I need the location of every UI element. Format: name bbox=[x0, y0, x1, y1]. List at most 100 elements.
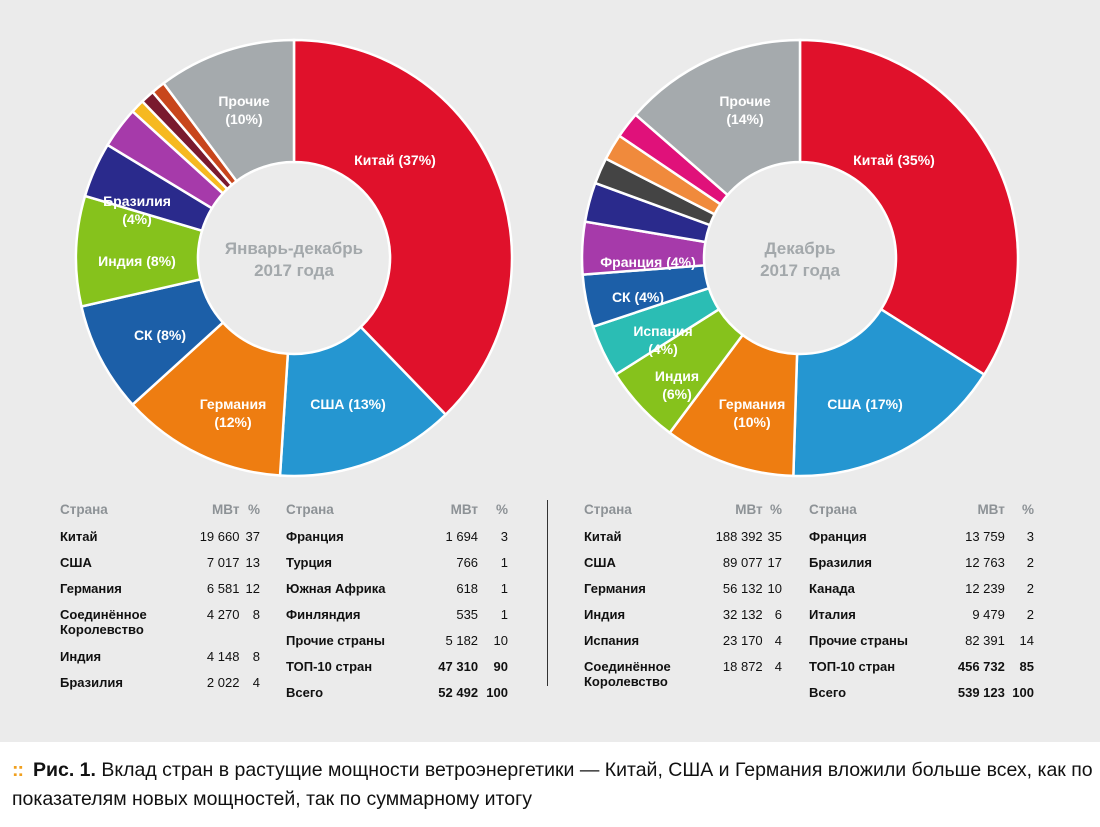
cell-pct: 4 bbox=[252, 675, 260, 690]
cell-pct: 4 bbox=[774, 633, 782, 648]
cell-pct: 100 bbox=[1012, 685, 1034, 700]
table-row: Бразилия 2 022 4 bbox=[60, 673, 260, 699]
table-row: Всего 539 123 100 bbox=[809, 683, 1034, 709]
cell-country: Канада bbox=[809, 581, 855, 596]
table-row: Италия 9 479 2 bbox=[809, 605, 1034, 631]
header-mw: МВт bbox=[450, 502, 479, 517]
cell-pct: 10 bbox=[767, 581, 782, 596]
table-row: Канада 12 239 2 bbox=[809, 579, 1034, 605]
header-pct: % bbox=[1021, 502, 1034, 517]
table-row: Финляндия 535 1 bbox=[286, 605, 508, 631]
donut0-slice-0-label: Китай (37%) bbox=[354, 152, 436, 168]
header-pct: % bbox=[247, 502, 260, 517]
cell-mw: 56 132 bbox=[722, 581, 763, 596]
donut0-center-label: Январь-декабрь 2017 года bbox=[225, 239, 363, 280]
table-row: ТОП-10 стран 456 732 85 bbox=[809, 657, 1034, 683]
table-row: США 7 017 13 bbox=[60, 553, 260, 579]
table-separator bbox=[547, 500, 548, 686]
cell-country: Франция bbox=[286, 529, 344, 544]
table-row: Всего 52 492 100 bbox=[286, 683, 508, 709]
cell-pct: 3 bbox=[1026, 529, 1034, 544]
caption-figure-number: Рис. 1. bbox=[33, 759, 96, 781]
header-mw: МВт bbox=[212, 502, 240, 517]
cell-mw: 23 170 bbox=[722, 633, 763, 648]
figure-panel: Китай (37%) США (13%) Германия (12%) СК (8%)… bbox=[0, 0, 1100, 742]
donut0-slice-2-label: Германия (12%) bbox=[200, 396, 267, 430]
table-row: Германия 6 581 12 bbox=[60, 579, 260, 605]
donut1-slice-1-label: США (17%) bbox=[827, 396, 903, 412]
header-country: Страна bbox=[60, 502, 108, 517]
table-row: ТОП-10 стран 47 310 90 bbox=[286, 657, 508, 683]
cell-pct: 35 bbox=[767, 529, 782, 544]
cell-country: Индия bbox=[584, 607, 626, 622]
table-row: Соединённое Королевство 4 270 8 bbox=[60, 605, 260, 647]
cell-country: Всего bbox=[809, 685, 847, 700]
cell-mw: 32 132 bbox=[722, 607, 763, 622]
donut0-slice-10 bbox=[161, 38, 296, 183]
cell-country: Финляндия bbox=[286, 607, 361, 622]
cell-mw: 6 581 bbox=[206, 581, 240, 596]
cell-pct: 100 bbox=[486, 685, 508, 700]
header-mw: МВт bbox=[977, 502, 1005, 517]
donut-charts: Китай (37%) США (13%) Германия (12%) СК (8%)… bbox=[74, 38, 1020, 478]
cell-mw: 19 660 bbox=[199, 529, 240, 544]
donut0-slice-1-label: США (13%) bbox=[310, 396, 386, 412]
donut1-center-label: Декабрь 2017 года bbox=[760, 239, 840, 280]
cell-country: Южная Африка bbox=[286, 581, 386, 596]
cell-pct: 12 bbox=[245, 581, 260, 596]
cell-mw: 18 872 bbox=[722, 659, 763, 674]
cell-country: Турция bbox=[286, 555, 333, 570]
table-header-row: Страна МВт% bbox=[584, 502, 782, 527]
cell-country: Испания bbox=[584, 633, 640, 648]
cell-pct: 2 bbox=[1026, 555, 1034, 570]
table-row: Турция 766 1 bbox=[286, 553, 508, 579]
cell-country: ТОП-10 стран bbox=[286, 659, 373, 674]
donut0-slice-1 bbox=[278, 325, 448, 478]
cell-pct: 2 bbox=[1026, 607, 1034, 622]
cell-mw: 456 732 bbox=[957, 659, 1005, 674]
cell-pct: 6 bbox=[774, 607, 782, 622]
cell-mw: 539 123 bbox=[957, 685, 1005, 700]
donut1-slice-0-label: Китай (35%) bbox=[853, 152, 935, 168]
cell-mw: 5 182 bbox=[445, 633, 479, 648]
table-row: Франция 13 759 3 bbox=[809, 527, 1034, 553]
donut0-slice-4-label: Индия (8%) bbox=[98, 253, 176, 269]
cell-country: Соединённое Королевство bbox=[60, 607, 147, 637]
donut0-slice-10-label: Прочие (10%) bbox=[218, 93, 270, 127]
table-row: Франция 1 694 3 bbox=[286, 527, 508, 553]
header-pct: % bbox=[495, 502, 508, 517]
cell-mw: 4 148 bbox=[206, 649, 240, 664]
donut0-slice-0 bbox=[292, 38, 514, 417]
table-row: Китай 19 660 37 bbox=[60, 527, 260, 553]
cell-pct: 13 bbox=[245, 555, 260, 570]
cell-pct: 1 bbox=[500, 607, 508, 622]
table-row: Индия 4 148 8 bbox=[60, 647, 260, 673]
cell-country: Соединённое Королевство bbox=[584, 659, 671, 689]
cell-pct: 3 bbox=[500, 529, 508, 544]
table-header-row: Страна МВт% bbox=[60, 502, 260, 527]
donut1-slice-6-label: Франция (4%) bbox=[600, 254, 696, 270]
caption-bullet-icon: :: bbox=[12, 759, 24, 781]
table-row: Соединённое Королевство 18 872 4 bbox=[584, 657, 782, 699]
cell-pct: 90 bbox=[493, 659, 508, 674]
cell-country: Китай bbox=[60, 529, 98, 544]
cell-country: Бразилия bbox=[60, 675, 123, 690]
table-row: США 89 077 17 bbox=[584, 553, 782, 579]
table-row: Южная Африка 618 1 bbox=[286, 579, 508, 605]
cell-mw: 188 392 bbox=[715, 529, 763, 544]
cell-country: США bbox=[584, 555, 616, 570]
donut1-slice-3-label: Индия (6%) bbox=[655, 368, 699, 402]
table-row: Прочие страны 82 391 14 bbox=[809, 631, 1034, 657]
donut1-slice-1 bbox=[792, 307, 986, 478]
cell-mw: 82 391 bbox=[965, 633, 1005, 648]
cell-pct: 8 bbox=[252, 607, 260, 622]
cell-pct: 1 bbox=[500, 555, 508, 570]
cell-mw: 13 759 bbox=[965, 529, 1005, 544]
table-row: Индия 32 132 6 bbox=[584, 605, 782, 631]
table-row: Бразилия 12 763 2 bbox=[809, 553, 1034, 579]
cell-country: Бразилия bbox=[809, 555, 872, 570]
cell-country: Германия bbox=[584, 581, 646, 596]
table-december-right: Страна МВт% Франция 13 759 3 Бразилия 12 763 2 К… bbox=[809, 502, 1034, 709]
table-year-left: Страна МВт% Китай 19 660 37 США 7 017 13 Германи… bbox=[60, 502, 260, 699]
donut1-slice-11 bbox=[633, 38, 802, 197]
